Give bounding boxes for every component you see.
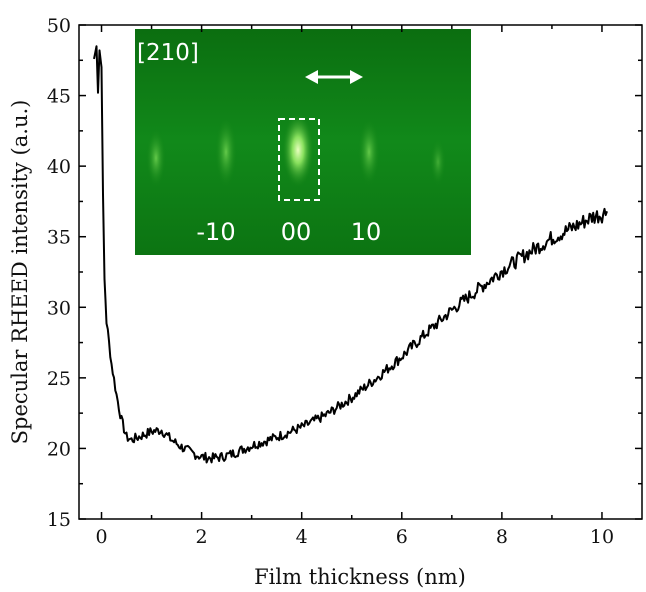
y-tick-label: 20 [47,438,71,460]
inset-streak-00 [282,112,314,188]
rheed-inset: [210] -10 00 10 [135,29,471,255]
x-tick-label: 10 [590,526,614,548]
double-arrow-icon [305,70,363,84]
x-axis-title: Film thickness (nm) [254,565,466,589]
series-line [93,45,608,464]
inset-streak-label-00: 00 [281,218,312,246]
x-tick-label: 2 [196,526,208,548]
y-tick-label: 15 [47,509,71,531]
y-tick-label: 45 [47,86,71,108]
inset-direction-label: [210] [137,40,199,66]
y-tick-label: 30 [47,297,71,319]
axis-ticks [79,24,642,520]
x-tick-label: 8 [496,526,508,548]
x-tick-label: 4 [296,526,308,548]
y-tick-label: 50 [47,15,71,37]
inset-streak-10 [358,118,380,186]
inset-streak-minus-10 [215,116,237,188]
x-tick-label: 0 [95,526,107,548]
y-tick-label: 35 [47,227,71,249]
inset-streak-label-10: 10 [351,218,382,246]
axis-tick-labels: 0 2 4 6 8 10 15 20 25 30 35 40 45 50 [47,15,614,548]
inset-streak-far-left [146,128,166,188]
inset-streak-far-right [430,138,446,186]
inset-streak-label-minus-10: -10 [196,218,235,246]
y-tick-label: 25 [47,368,71,390]
y-axis-title: Specular RHEED intensity (a.u.) [8,100,32,445]
x-tick-label: 6 [396,526,408,548]
specular-selection-box [278,118,320,201]
y-tick-label: 40 [47,156,71,178]
